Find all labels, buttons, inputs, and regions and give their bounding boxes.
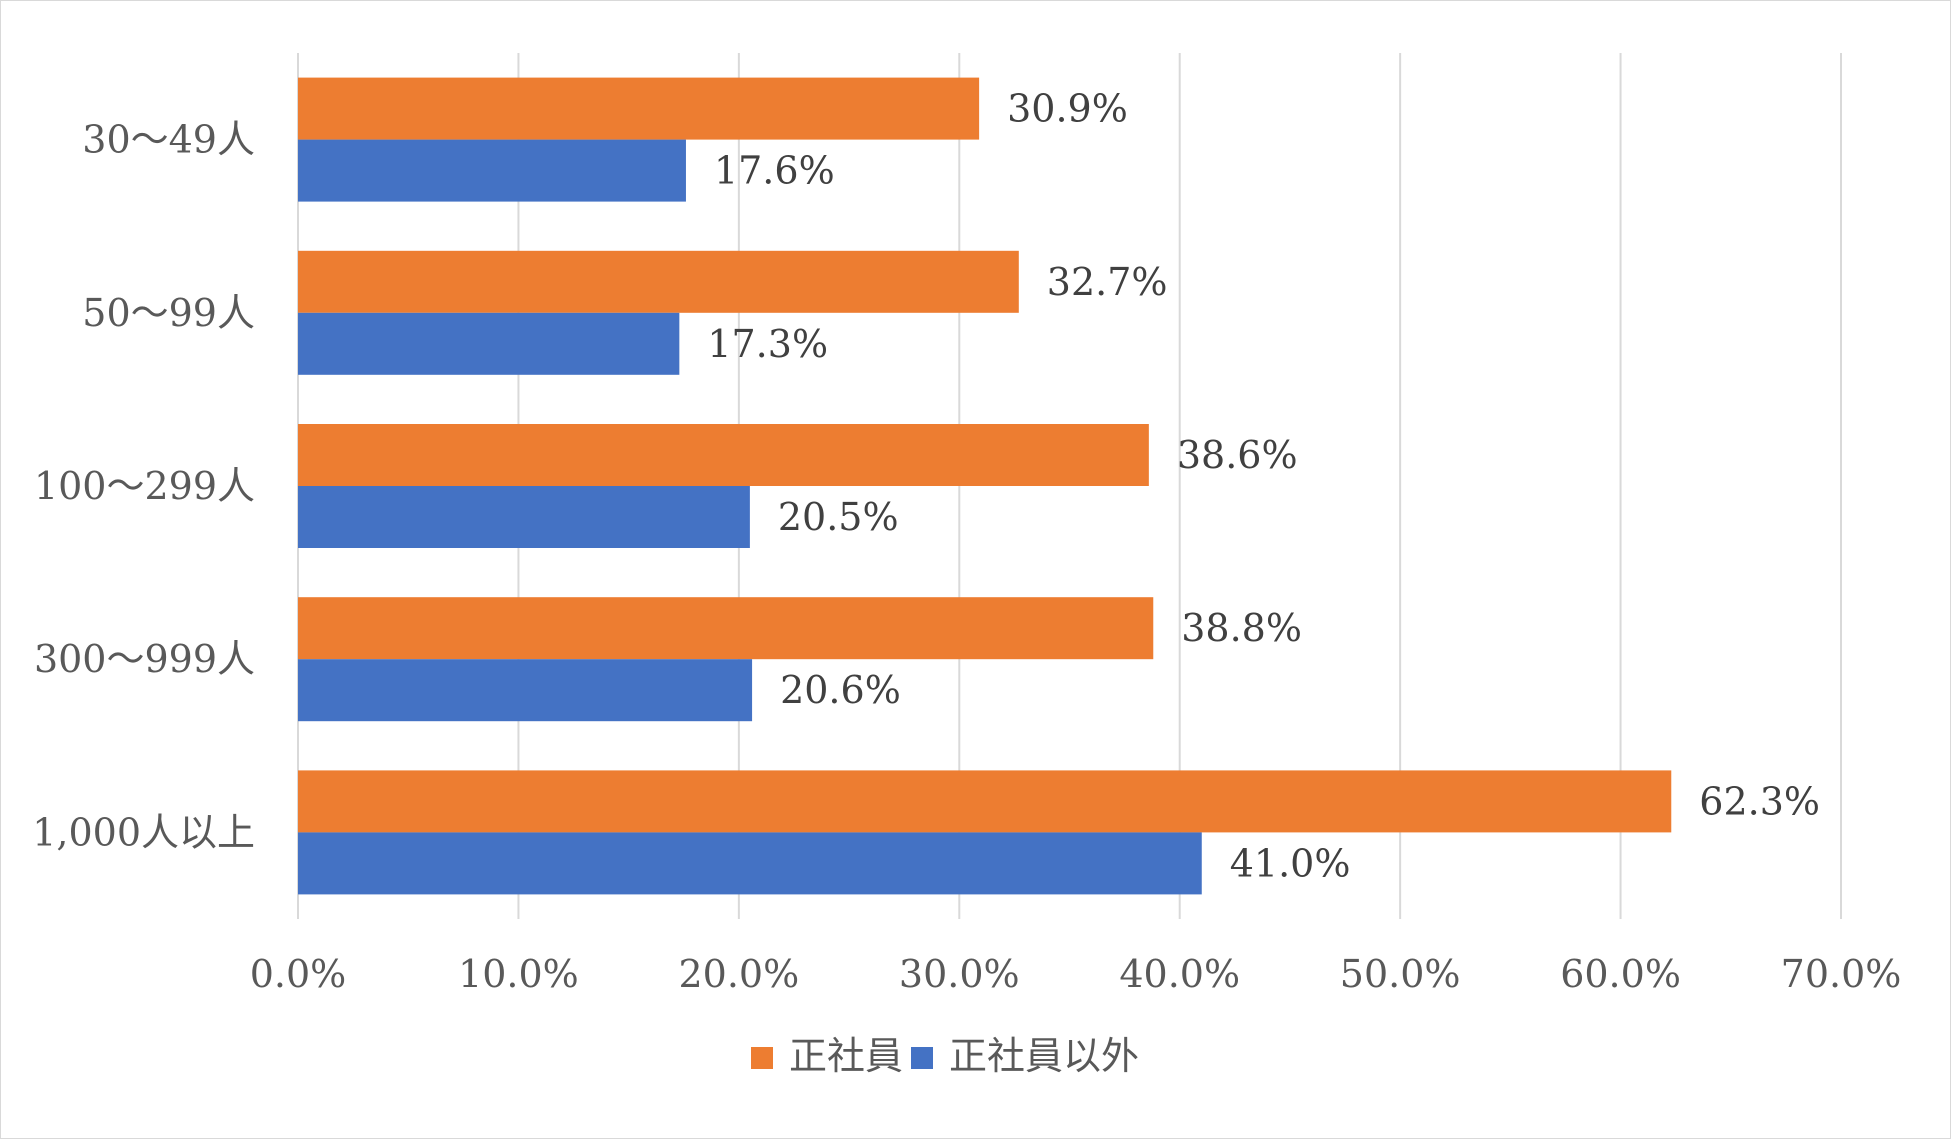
legend-label: 正社員 <box>789 1034 903 1078</box>
bar-seishain-igai <box>298 659 753 722</box>
data-label: 20.6% <box>780 668 901 712</box>
category-label: 1,000人以上 <box>32 810 255 854</box>
legend-label: 正社員以外 <box>949 1034 1139 1078</box>
y-axis: 30～49人 50～99人 100～299人 300～999人 1,000人以上 <box>32 118 255 855</box>
data-label: 30.9% <box>1007 87 1128 131</box>
data-label: 20.5% <box>778 495 899 539</box>
x-tick-label: 40.0% <box>1119 952 1240 996</box>
bar-seishain <box>298 250 1019 313</box>
bar-seishain-igai <box>298 832 1202 895</box>
x-tick-label: 0.0% <box>250 952 347 996</box>
category-label: 50～99人 <box>82 291 255 335</box>
x-axis: 0.0% 10.0% 20.0% 30.0% 40.0% 50.0% 60.0% 70.0% <box>250 952 1902 996</box>
bar-seishain-igai <box>298 486 750 548</box>
bar-seishain-igai <box>298 312 680 375</box>
bar-seishain <box>298 770 1672 833</box>
bar-seishain <box>298 77 980 140</box>
data-label: 32.7% <box>1047 260 1168 304</box>
data-label: 38.8% <box>1181 606 1302 650</box>
x-tick-label: 50.0% <box>1340 952 1461 996</box>
x-tick-label: 60.0% <box>1560 952 1681 996</box>
category-label: 100～299人 <box>34 464 255 508</box>
x-tick-label: 70.0% <box>1781 952 1902 996</box>
data-label: 38.6% <box>1177 433 1298 477</box>
legend-swatch <box>751 1047 773 1069</box>
bar-seishain <box>298 597 1154 660</box>
legend: 正社員 正社員以外 <box>751 1034 1139 1078</box>
data-label: 17.6% <box>714 149 835 193</box>
bar-seishain <box>298 424 1149 486</box>
data-label: 62.3% <box>1699 779 1820 823</box>
data-label: 41.0% <box>1230 841 1351 885</box>
x-tick-label: 20.0% <box>678 952 799 996</box>
legend-swatch <box>911 1047 933 1069</box>
category-label: 300～999人 <box>34 637 255 681</box>
bar-seishain-igai <box>298 139 686 202</box>
x-tick-label: 10.0% <box>458 952 579 996</box>
bars: 30.9% 17.6% 32.7% 17.3% 38.6% 20.5% 38.8% 20.6%… <box>298 77 1820 895</box>
x-tick-label: 30.0% <box>899 952 1020 996</box>
category-label: 30～49人 <box>82 118 255 162</box>
data-label: 17.3% <box>707 322 828 366</box>
